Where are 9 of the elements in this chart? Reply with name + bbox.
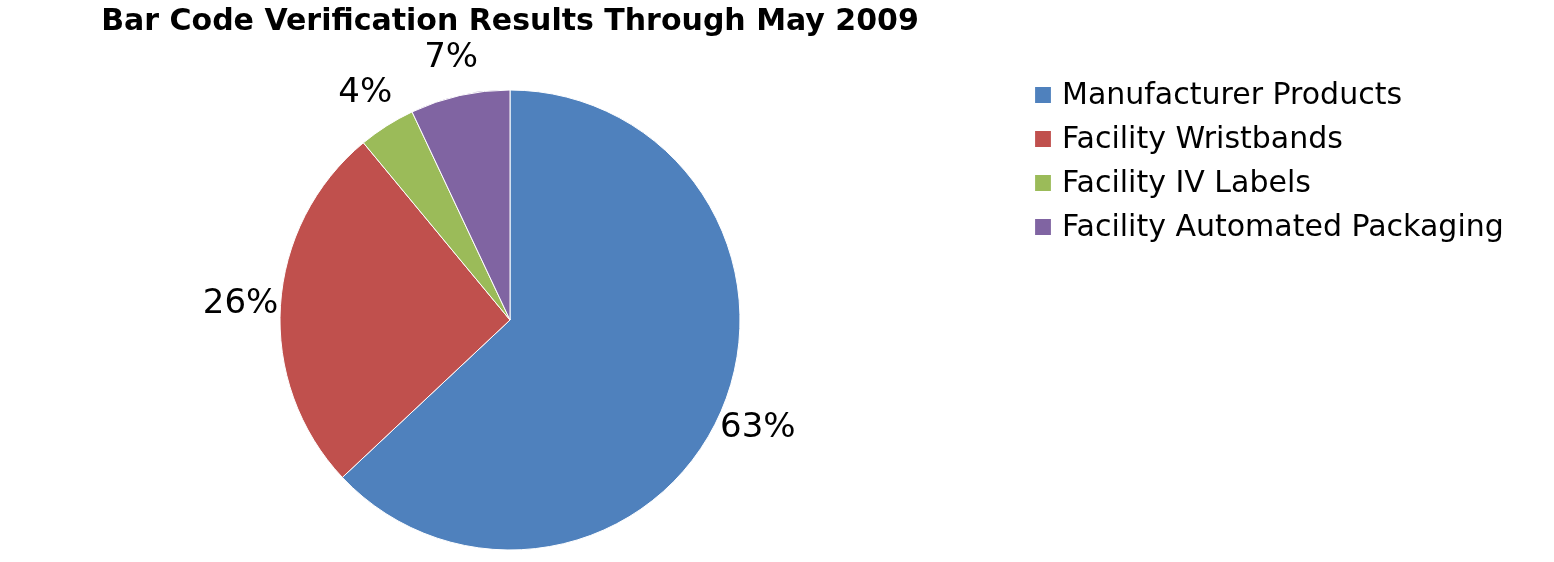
data-label: 7% xyxy=(424,34,479,75)
data-label: 4% xyxy=(338,70,393,111)
legend-label: Facility Automated Packaging xyxy=(1062,208,1504,243)
legend-label: Facility Wristbands xyxy=(1062,120,1343,155)
chart-title: Bar Code Verification Results Through May 2009 xyxy=(101,1,919,37)
legend-label: Facility IV Labels xyxy=(1062,164,1311,199)
data-label: 26% xyxy=(202,281,279,322)
legend-label: Manufacturer Products xyxy=(1062,76,1403,111)
data-label: 63% xyxy=(720,405,796,446)
